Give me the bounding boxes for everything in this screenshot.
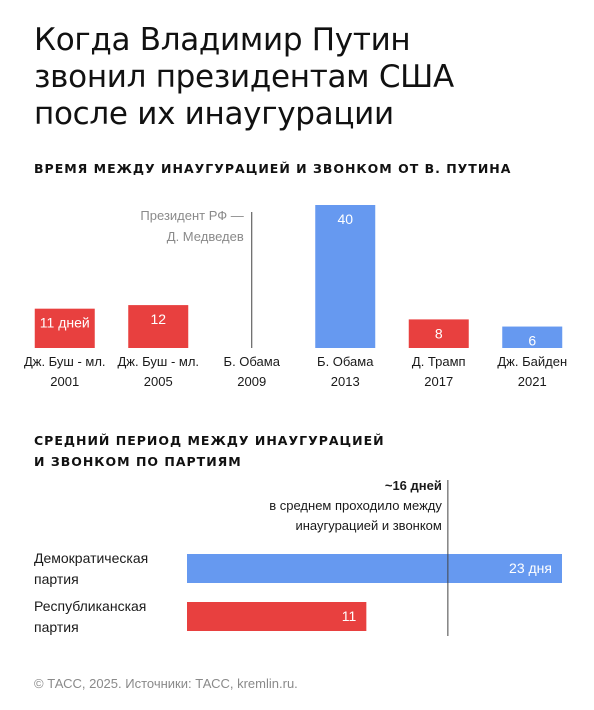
party-label-line: Республиканская (34, 598, 146, 614)
title-line: после их инаугурации (34, 96, 394, 132)
page-title: Когда Владимир Путин звонил президентам … (34, 22, 574, 133)
bar-chart-title-text: ВРЕМЯ МЕЖДУ ИНАУГУРАЦИЕЙ И ЗВОНКОМ ОТ В.… (34, 161, 512, 176)
average-label: ~16 дней (385, 478, 442, 493)
x-tick-label-name: Д. Трамп (412, 354, 466, 369)
x-tick-label-name: Дж. Буш - мл. (24, 354, 106, 369)
party-chart-title: СРЕДНИЙ ПЕРИОД МЕЖДУ ИНАУГУРАЦИЕЙ И ЗВОН… (34, 430, 385, 472)
party-label-line: Демократическая (34, 550, 148, 566)
x-tick-label-name: Дж. Байден (497, 354, 567, 369)
x-tick-label-year: 2005 (144, 374, 173, 389)
party-bar (187, 602, 367, 631)
x-tick-label-year: 2001 (50, 374, 79, 389)
annotation-text: Президент РФ — (140, 208, 243, 223)
x-tick-label-year: 2021 (518, 374, 547, 389)
party-bar-value-label: 23 дня (509, 560, 552, 576)
party-chart-title-line: СРЕДНИЙ ПЕРИОД МЕЖДУ ИНАУГУРАЦИЕЙ (34, 433, 385, 448)
bar-value-label: 8 (435, 325, 443, 341)
average-note: в среднем проходило между (269, 498, 442, 513)
party-chart-title-line: И ЗВОНКОМ ПО ПАРТИЯМ (34, 454, 242, 469)
x-tick-label-name: Дж. Буш - мл. (117, 354, 199, 369)
title-line: Когда Владимир Путин (34, 22, 411, 58)
bar (502, 326, 563, 348)
x-tick-label-year: 2013 (331, 374, 360, 389)
x-tick-label-year: 2017 (424, 374, 453, 389)
bar (408, 319, 469, 348)
bar-value-label: 6 (528, 333, 536, 349)
bar (315, 205, 376, 348)
x-tick-label-name: Б. Обама (224, 354, 281, 369)
average-note: инаугурацией и звонком (295, 518, 441, 533)
footer-source: © ТАСС, 2025. Источники: ТАСС, kremlin.r… (34, 676, 298, 691)
bar-value-label: 11 дней (40, 315, 90, 331)
x-tick-label-year: 2009 (237, 374, 266, 389)
annotation-text: Д. Медведев (167, 229, 244, 244)
party-label-line: партия (34, 619, 79, 635)
bar (128, 305, 189, 348)
party-bar-value-label: 11 (342, 608, 357, 624)
bar-value-label: 12 (150, 311, 166, 327)
title-line: звонил президентам США (34, 59, 454, 95)
x-tick-label-name: Б. Обама (317, 354, 374, 369)
party-bar (187, 554, 562, 583)
bar (34, 308, 95, 348)
bar-value-label: 40 (337, 211, 353, 227)
bar-chart-title: ВРЕМЯ МЕЖДУ ИНАУГУРАЦИЕЙ И ЗВОНКОМ ОТ В.… (34, 158, 511, 179)
party-label-line: партия (34, 571, 79, 587)
